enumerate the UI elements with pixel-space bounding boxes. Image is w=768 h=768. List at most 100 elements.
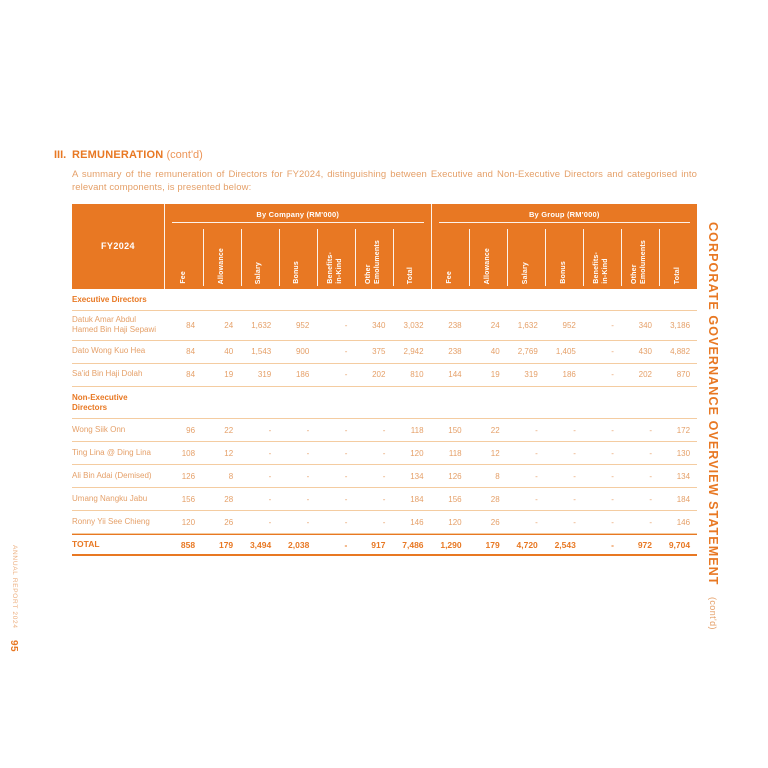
section-heading: III. REMUNERATION (cont'd) [54, 149, 697, 161]
director-name: Umang Nangku Jabu [72, 493, 148, 503]
total-value: 972 [637, 539, 653, 550]
group-title: By Company (RM'000) [172, 204, 424, 223]
column-header-label: Bonus [559, 261, 567, 284]
remuneration-value: 40 [224, 347, 234, 357]
column-separator [240, 228, 242, 286]
total-value: 179 [218, 539, 234, 550]
remuneration-value: 2,769 [517, 347, 538, 357]
total-value: 179 [485, 539, 500, 550]
column-separator [583, 228, 585, 286]
remuneration-value: - [382, 517, 386, 527]
remuneration-value: - [306, 517, 310, 527]
remuneration-value: - [535, 448, 538, 458]
total-value: 858 [180, 539, 196, 550]
remuneration-value: 134 [676, 471, 691, 481]
total-value: 2,543 [554, 539, 576, 550]
total-value: 7,486 [402, 539, 424, 550]
director-name: Dato Wong Kuo Hea [72, 346, 146, 356]
remuneration-value: - [268, 471, 272, 481]
column-header-label: Benefits- in-Kind [593, 252, 610, 284]
remuneration-value: 96 [186, 425, 196, 435]
remuneration-value: - [268, 448, 272, 458]
column-header: Fee [165, 223, 203, 289]
chapter-title-vertical: CORPORATE GOVERNANCE OVERVIEW STATEMENT … [704, 222, 722, 630]
remuneration-value: 120 [448, 517, 462, 527]
remuneration-value: 22 [490, 425, 500, 435]
remuneration-value: - [611, 517, 614, 527]
director-name: Datuk Amar Abdul Hamed Bin Haji Sepawi [72, 314, 157, 335]
remuneration-value: 340 [372, 320, 386, 330]
column-header-label: Fee [446, 271, 454, 284]
remuneration-value: - [573, 471, 576, 481]
column-header: Benefits- in-Kind [316, 223, 355, 289]
remuneration-value: - [306, 425, 310, 435]
remuneration-value: 870 [676, 370, 691, 380]
remuneration-value: - [649, 471, 653, 481]
remuneration-value: 1,632 [251, 320, 272, 330]
intro-paragraph: A summary of the remuneration of Directo… [72, 169, 697, 194]
column-header: Total [392, 223, 431, 289]
remuneration-value: 3,186 [670, 320, 691, 330]
remuneration-value: 810 [410, 370, 424, 380]
column-header: Fee [432, 223, 470, 289]
table-row: Sa'id Bin Haji Dolah 84 19 319 186 - 202 810 144… [72, 364, 697, 387]
column-header: Salary [507, 223, 545, 289]
remuneration-value: - [649, 517, 653, 527]
remuneration-value: - [611, 494, 614, 504]
column-header-label: Total [407, 266, 415, 284]
remuneration-value: 150 [448, 425, 462, 435]
column-separator [659, 228, 661, 286]
column-header-label: Benefits- in-Kind [326, 252, 343, 284]
table-row: Dato Wong Kuo Hea 84 40 1,543 900 - 375 2,942 23… [72, 341, 697, 364]
remuneration-value: - [268, 517, 272, 527]
total-value: 4,720 [516, 539, 538, 550]
total-value: 917 [371, 539, 386, 550]
column-group: By Group (RM'000) Fee Allowance Salary Bonus… [430, 203, 698, 289]
table-header: FY2024 By Company (RM'000) Fee Allowance Sal… [72, 203, 698, 289]
column-group: By Company (RM'000) Fee Allowance Salary Bon… [164, 203, 431, 289]
remuneration-value: - [382, 471, 386, 481]
remuneration-value: 238 [448, 320, 462, 330]
remuneration-value: 319 [524, 370, 538, 380]
column-header: Salary [240, 223, 279, 289]
remuneration-value: - [344, 517, 348, 527]
remuneration-value: - [344, 471, 348, 481]
remuneration-value: 108 [181, 448, 196, 458]
column-separator [278, 228, 280, 286]
remuneration-value: 186 [295, 370, 310, 380]
column-separator [507, 228, 509, 286]
remuneration-value: - [344, 320, 348, 330]
remuneration-value: 202 [638, 370, 653, 380]
table-row: Datuk Amar Abdul Hamed Bin Haji Sepawi 84… [72, 311, 697, 341]
remuneration-value: 172 [676, 425, 691, 435]
total-value: 3,494 [249, 539, 272, 550]
column-header: Allowance [469, 223, 507, 289]
remuneration-value: 144 [448, 370, 462, 380]
remuneration-value: 120 [181, 517, 196, 527]
column-separator [316, 228, 318, 286]
section-numeral: III. [54, 149, 67, 161]
remuneration-value: 146 [676, 517, 691, 527]
remuneration-value: - [268, 425, 272, 435]
column-header-label: Other Emoluments [364, 239, 381, 284]
column-header: Other Emoluments [354, 223, 393, 289]
remuneration-value: 19 [224, 370, 234, 380]
remuneration-value: - [611, 347, 614, 357]
remuneration-value: - [611, 320, 614, 330]
total-value: 1,290 [440, 539, 462, 550]
remuneration-value: - [573, 448, 576, 458]
column-labels: Fee Allowance Salary Bonus Benefits- in-Kind… [432, 223, 698, 289]
remuneration-value: - [573, 517, 576, 527]
column-header-label: Salary [255, 261, 263, 284]
remuneration-value: - [344, 370, 348, 380]
remuneration-value: - [344, 448, 348, 458]
remuneration-value: 130 [676, 448, 691, 458]
column-header-label: Fee [179, 271, 187, 284]
remuneration-value: 12 [224, 448, 234, 458]
table-row: Umang Nangku Jabu 156 28 - - - - 184 156 28 - - - - 18… [72, 488, 697, 512]
remuneration-value: - [268, 494, 272, 504]
total-value: 9,704 [668, 539, 691, 550]
remuneration-value: - [649, 494, 653, 504]
column-separator [392, 228, 394, 286]
remuneration-value: 184 [410, 494, 424, 504]
